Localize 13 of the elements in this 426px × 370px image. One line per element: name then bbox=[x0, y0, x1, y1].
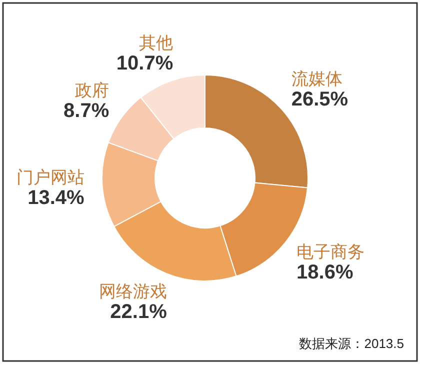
data-label: 22.1% bbox=[110, 301, 168, 324]
slice-label: 电子商务 bbox=[296, 242, 365, 262]
source-note: 数据来源：2013.5 bbox=[299, 336, 404, 351]
data-label: 8.7% bbox=[64, 100, 110, 122]
data-label: 10.7% bbox=[116, 52, 174, 74]
slice-label: 流媒体 bbox=[291, 69, 342, 88]
slice-label: 其他 bbox=[139, 33, 174, 52]
data-label: 18.6% bbox=[296, 261, 354, 284]
slice-label: 政府 bbox=[75, 81, 110, 100]
data-label: 26.5% bbox=[291, 88, 348, 110]
slice-label: 门户网站 bbox=[16, 168, 84, 188]
data-label: 13.4% bbox=[28, 187, 85, 210]
slice-label: 网络游戏 bbox=[98, 282, 167, 302]
